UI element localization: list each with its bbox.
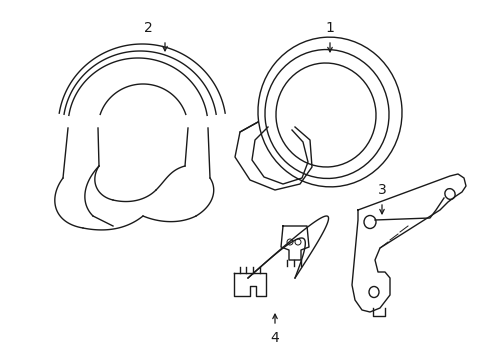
Text: 3: 3 (377, 183, 386, 197)
Text: 1: 1 (325, 21, 334, 35)
Text: 2: 2 (143, 21, 152, 35)
Text: 4: 4 (270, 331, 279, 345)
